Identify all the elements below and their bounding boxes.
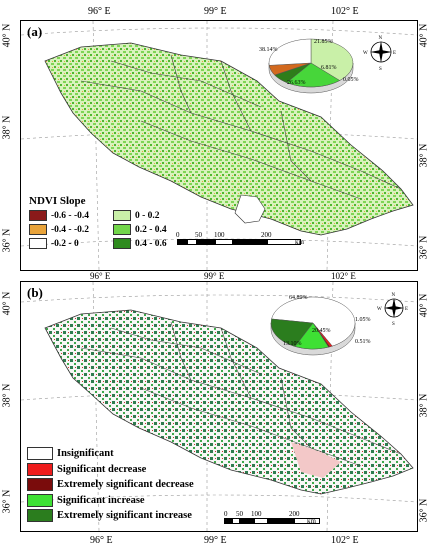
legend-a-swatch-2 <box>29 224 47 235</box>
legend-b-swatch-1 <box>27 462 53 476</box>
legend-b-label-0: Insignificant <box>57 448 114 460</box>
scale-b-unit: km <box>307 517 316 525</box>
lat-label-a-36-right: 36° N <box>418 235 430 260</box>
lat-label-a-36-left: 36° N <box>1 228 13 253</box>
lon-label-top-99: 99° E <box>204 6 227 17</box>
pie-b-label-1: 1.05% <box>355 317 371 323</box>
lon-label-mid-96: 96° E <box>90 271 111 281</box>
pie-a-label-1: 21.85% <box>314 39 333 45</box>
scale-b-tick-1: 50 <box>236 510 243 518</box>
lake-a <box>234 194 266 224</box>
legend-b-label-2: Extremely significant decrease <box>57 479 194 491</box>
significance-map-panel: N S E W (b) 64.89% 1.05% 0.51% 13.10% 20… <box>20 281 418 532</box>
lat-label-b-38-left: 38° N <box>1 383 13 408</box>
legend-a-swatch-3 <box>113 224 131 235</box>
lon-label-bottom-96: 96° E <box>90 535 113 546</box>
compass-b-s: S <box>392 322 395 327</box>
pie-a-label-5: 26.63% <box>287 80 306 86</box>
panel-b-tag: (b) <box>27 285 43 300</box>
pie-a-slice-5 <box>268 38 312 66</box>
significance-map: N S E W <box>21 282 417 531</box>
basin-boundaries-b <box>80 321 402 467</box>
scale-b-tick-2: 100 <box>251 510 262 518</box>
legend-b-label-1: Significant decrease <box>57 463 147 475</box>
compass-a-e: E <box>393 51 396 56</box>
compass-a-n: N <box>379 36 383 41</box>
legend-a-swatch-4 <box>29 238 47 249</box>
legend-b-label-4: Extremely significant increase <box>57 510 192 522</box>
scale-bar-a <box>177 239 301 245</box>
pie-b-label-4: 20.45% <box>312 328 331 334</box>
pie-b-label-3: 13.10% <box>283 341 302 347</box>
legend-b-swatch-0 <box>27 447 53 461</box>
lat-label-b-36-left: 36° N <box>1 489 13 514</box>
ndvi-slope-map-panel: N S E W (a) 38.14% 21.85% 6.81% 0.05% 26… <box>20 20 418 271</box>
significance-legend: Insignificant Significant decrease Extre… <box>27 446 194 524</box>
scale-a-tick-0: 0 <box>176 231 180 239</box>
legend-a-label-2: -0.4 - -0.2 <box>51 224 89 235</box>
lat-label-a-38-left: 38° N <box>1 115 13 140</box>
lat-label-b-40-left: 40° N <box>1 291 13 316</box>
panel-a-tag: (a) <box>27 24 43 39</box>
study-area-shape-b <box>44 309 414 495</box>
decrease-zone-b <box>291 442 341 478</box>
pie-b-label-0: 64.89% <box>289 295 308 301</box>
legend-a-label-1: 0 - 0.2 <box>135 210 160 221</box>
scale-b-tick-3: 200 <box>289 510 300 518</box>
lon-label-mid-99: 99° E <box>204 271 225 281</box>
legend-a-label-5: 0.4 - 0.6 <box>135 238 167 249</box>
legend-a-swatch-5 <box>113 238 131 249</box>
lat-label-a-40-right: 40° N <box>418 23 430 48</box>
scale-a-tick-3: 200 <box>261 231 272 239</box>
pie-a-label-3: 0.05% <box>343 77 359 83</box>
legend-b-swatch-2 <box>27 478 53 492</box>
lon-label-bottom-102: 102° E <box>331 535 359 546</box>
legend-a-label-3: 0.2 - 0.4 <box>135 224 167 235</box>
lon-label-mid-102: 102° E <box>331 271 356 281</box>
legend-b-swatch-4 <box>27 509 53 523</box>
ndvi-slope-legend: NDVI Slope -0.6 - -0.4 0 - 0.2 -0.4 - -0… <box>29 195 193 249</box>
compass-a-s: S <box>379 67 382 72</box>
lat-label-b-38-right: 38° N <box>418 393 430 418</box>
scale-b-tick-0: 0 <box>224 510 228 518</box>
compass-a-w: W <box>363 51 368 56</box>
pie-b-slice-0 <box>271 296 356 347</box>
legend-a-swatch-0 <box>29 210 47 221</box>
pie-a-slice-0 <box>310 38 354 81</box>
legend-b-swatch-3 <box>27 493 53 507</box>
scale-a-unit: km <box>295 238 304 246</box>
compass-b-w: W <box>377 307 382 312</box>
lat-label-b-40-right: 40° N <box>418 293 430 318</box>
pie-b-label-2: 0.51% <box>355 339 371 345</box>
compass-b-e: E <box>405 307 408 312</box>
legend-a-label-4: -0.2 - 0 <box>51 238 79 249</box>
compass-b-n: N <box>392 293 396 298</box>
legend-b-label-3: Significant increase <box>57 494 145 506</box>
lon-label-top-102: 102° E <box>331 6 359 17</box>
legend-a-title: NDVI Slope <box>29 195 86 207</box>
pie-a-slice-1 <box>286 62 341 88</box>
lat-label-b-36-right: 36° N <box>418 498 430 523</box>
pie-chart-a <box>268 38 354 94</box>
scale-a-tick-1: 50 <box>195 231 202 239</box>
pie-b-slice-4 <box>270 318 314 347</box>
pie-a-label-2: 6.81% <box>321 65 337 71</box>
lon-label-bottom-99: 99° E <box>204 535 227 546</box>
compass-b: N S E W <box>377 293 408 327</box>
pie-a-label-0: 38.14% <box>259 47 278 53</box>
legend-a-label-0: -0.6 - -0.4 <box>51 210 89 221</box>
lat-label-a-38-right: 38° N <box>418 143 430 168</box>
lat-label-a-40-left: 40° N <box>1 23 13 48</box>
lon-label-top-96: 96° E <box>88 6 111 17</box>
legend-a-swatch-1 <box>113 210 131 221</box>
pie-chart-b <box>270 296 356 356</box>
study-area-shape-a <box>44 42 414 236</box>
scale-a-tick-2: 100 <box>214 231 225 239</box>
scale-bar-b <box>224 518 320 524</box>
basin-boundaries-a <box>80 54 402 200</box>
ndvi-slope-map: N S E W <box>21 21 417 270</box>
compass-a: N S E W <box>363 36 396 72</box>
